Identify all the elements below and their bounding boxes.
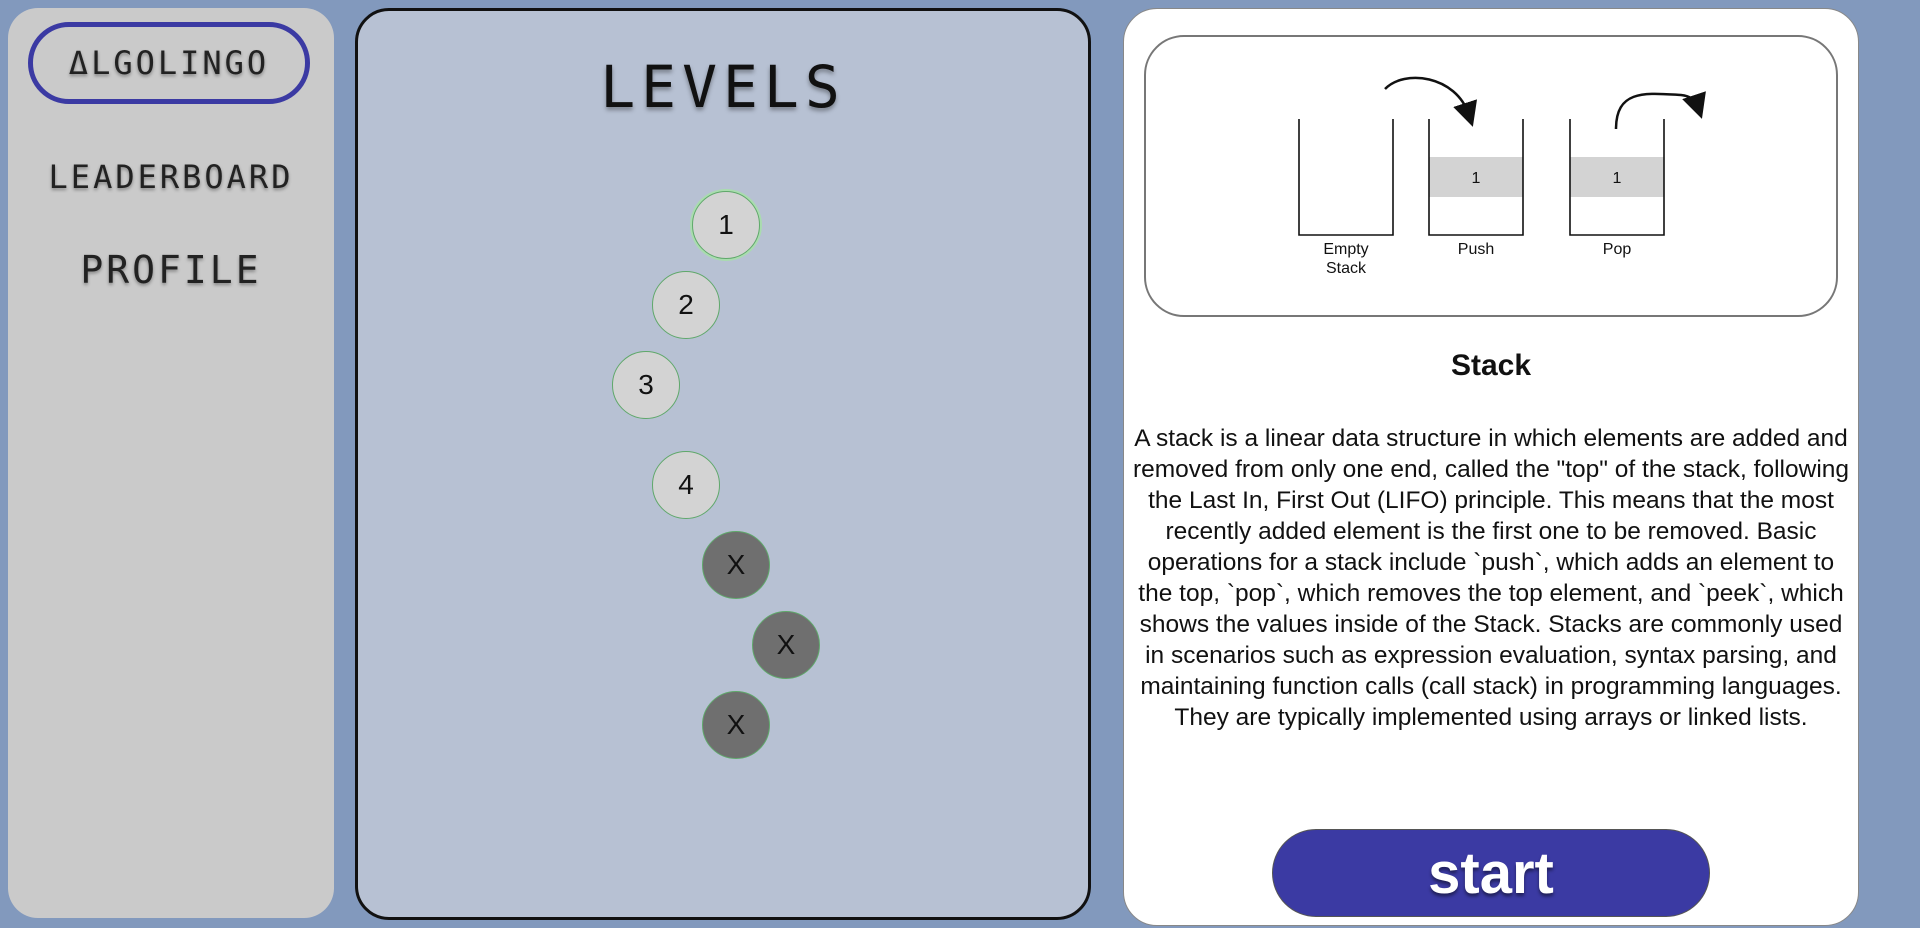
stack-pop-caption: Pop xyxy=(1603,241,1632,258)
level-node-4[interactable]: 4 xyxy=(652,451,720,519)
levels-title: LEVELS xyxy=(600,53,846,121)
push-arrow-icon xyxy=(1384,76,1478,127)
topic-title: Stack xyxy=(1450,349,1532,382)
stack-push-value: 1 xyxy=(1472,170,1481,187)
nav-leaderboard[interactable]: LEADERBOARD xyxy=(48,158,294,196)
stack-push-element xyxy=(1429,157,1523,197)
logo-button[interactable]: ΔLGOLINGO xyxy=(28,22,310,104)
topic-description: A stack is a linear data structure in wh… xyxy=(1132,425,1850,731)
stack-pop-value: 1 xyxy=(1613,170,1622,187)
stack-pop: 1 Pop xyxy=(1569,91,1706,258)
stack-pop-element xyxy=(1570,157,1664,197)
nav-profile[interactable]: PROFILE xyxy=(80,248,262,292)
stack-empty: Empty Stack xyxy=(1298,119,1394,277)
stack-push: 1 Push xyxy=(1384,76,1524,258)
info-panel: Empty Stack 1 Push 1 Pop Stack A stack i… xyxy=(1123,8,1859,926)
level-node-3[interactable]: 3 xyxy=(612,351,680,419)
stack-push-caption: Push xyxy=(1458,241,1494,258)
level-node-locked[interactable]: X xyxy=(702,531,770,599)
pop-arrow-icon xyxy=(1614,91,1706,130)
level-node-2[interactable]: 2 xyxy=(652,271,720,339)
stack-diagram: Empty Stack 1 Push 1 Pop xyxy=(1144,35,1838,317)
stack-empty-caption-1: Empty xyxy=(1323,241,1368,258)
level-node-1[interactable]: 1 xyxy=(692,191,760,259)
stack-empty-caption-2: Stack xyxy=(1326,260,1367,277)
stack-diagram-svg: Empty Stack 1 Push 1 Pop xyxy=(1298,76,1706,277)
level-node-locked[interactable]: X xyxy=(702,691,770,759)
start-button[interactable]: start xyxy=(1272,829,1710,917)
level-node-locked[interactable]: X xyxy=(752,611,820,679)
sidebar: ΔLGOLINGO LEADERBOARD PROFILE xyxy=(8,8,334,918)
